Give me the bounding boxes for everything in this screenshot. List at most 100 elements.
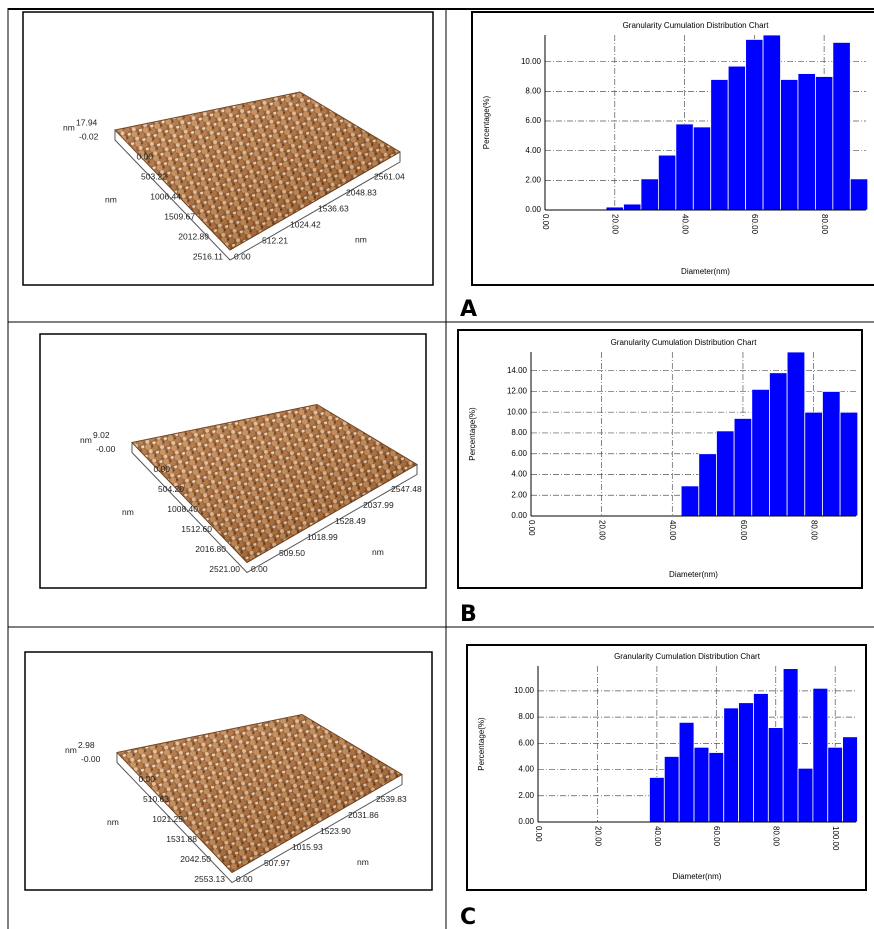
z-unit: nm bbox=[80, 435, 92, 445]
y-tick-label: 6.00 bbox=[525, 116, 541, 125]
bar bbox=[694, 747, 709, 822]
x-tick-label: 100.00 bbox=[831, 826, 840, 851]
y-tick-label: 510.63 bbox=[143, 794, 169, 804]
chart: Granularity Cumulation Distribution Char… bbox=[472, 12, 874, 285]
x-tick-label: 1018.99 bbox=[307, 532, 338, 542]
z-max: 9.02 bbox=[93, 430, 110, 440]
bar bbox=[664, 756, 679, 822]
z-unit: nm bbox=[63, 122, 75, 132]
y-axis-label: Percentage(%) bbox=[482, 95, 491, 149]
bar bbox=[716, 431, 734, 516]
x-unit: nm bbox=[355, 234, 367, 244]
bar bbox=[768, 728, 783, 822]
x-tick-label: 20.00 bbox=[598, 520, 607, 541]
y-tick-label: 1531.88 bbox=[166, 834, 197, 844]
y-tick-label: 504.20 bbox=[158, 484, 184, 494]
x-tick-label: 1015.93 bbox=[292, 842, 323, 852]
y-tick-label: 0.00 bbox=[153, 464, 170, 474]
x-tick-label: 40.00 bbox=[680, 214, 689, 235]
y-tick-label: 6.00 bbox=[518, 738, 534, 747]
y-tick-label: 1008.40 bbox=[167, 504, 198, 514]
x-axis-label: Diameter(nm) bbox=[673, 872, 722, 881]
y-tick-label: 4.00 bbox=[511, 470, 527, 479]
x-tick-label: 1523.90 bbox=[320, 826, 351, 836]
z-max: 17.94 bbox=[76, 117, 98, 127]
x-tick-label: 20.00 bbox=[593, 826, 602, 847]
y-tick-label: 1006.44 bbox=[150, 191, 181, 201]
y-tick-label: 0.00 bbox=[511, 511, 527, 520]
x-tick-label: 60.00 bbox=[739, 520, 748, 541]
z-min: -0.02 bbox=[79, 131, 99, 141]
y-tick-label: 503.22 bbox=[141, 171, 167, 181]
y-tick-label: 12.00 bbox=[507, 387, 528, 396]
y-tick-label: 1512.60 bbox=[181, 524, 212, 534]
y-tick-label: 2012.89 bbox=[178, 231, 209, 241]
y-tick-label: 8.00 bbox=[518, 712, 534, 721]
x-tick-label: 80.00 bbox=[772, 826, 781, 847]
y-tick-label: 1509.67 bbox=[164, 211, 195, 221]
z-max: 2.98 bbox=[78, 740, 95, 750]
x-tick-label: 0.00 bbox=[234, 251, 251, 261]
bar bbox=[649, 777, 664, 822]
chart-title: Granularity Cumulation Distribution Char… bbox=[614, 652, 761, 661]
panel-label: C bbox=[460, 905, 476, 929]
z-min: -0.00 bbox=[96, 444, 116, 454]
chart-title: Granularity Cumulation Distribution Char… bbox=[611, 338, 758, 347]
y-tick-label: 2.00 bbox=[518, 791, 534, 800]
bar bbox=[734, 418, 752, 516]
bar bbox=[783, 669, 798, 822]
figure: ABCnm17.94-0.02nmnm0.00503.221006.441509… bbox=[0, 0, 874, 929]
y-tick-label: 2.00 bbox=[525, 175, 541, 184]
chart-title: Granularity Cumulation Distribution Char… bbox=[623, 21, 770, 30]
x-tick-label: 0.00 bbox=[541, 214, 550, 230]
x-tick-label: 2031.86 bbox=[348, 810, 379, 820]
y-tick-label: 10.00 bbox=[514, 686, 535, 695]
y-tick-label: 0.00 bbox=[525, 205, 541, 214]
x-axis-label: Diameter(nm) bbox=[681, 267, 730, 276]
bar bbox=[781, 79, 798, 210]
chart: Granularity Cumulation Distribution Char… bbox=[467, 645, 866, 890]
y-tick-label: 4.00 bbox=[525, 146, 541, 155]
y-tick-label: 8.00 bbox=[525, 86, 541, 95]
bar bbox=[624, 204, 641, 210]
y-unit: nm bbox=[107, 817, 119, 827]
bar bbox=[787, 352, 805, 516]
bar bbox=[752, 389, 770, 516]
bar bbox=[753, 694, 768, 822]
bar bbox=[641, 179, 658, 210]
bar bbox=[833, 42, 850, 210]
x-unit: nm bbox=[372, 547, 384, 557]
panel-label: B bbox=[460, 602, 477, 627]
y-axis-label: Percentage(%) bbox=[468, 407, 477, 461]
y-tick-label: 8.00 bbox=[511, 428, 527, 437]
x-tick-label: 1024.42 bbox=[290, 219, 321, 229]
x-tick-label: 512.21 bbox=[262, 235, 288, 245]
z-unit: nm bbox=[65, 745, 77, 755]
x-tick-label: 0.00 bbox=[236, 874, 253, 884]
bar bbox=[681, 486, 699, 516]
y-tick-label: 2516.11 bbox=[193, 251, 223, 261]
x-tick-label: 60.00 bbox=[712, 826, 721, 847]
y-tick-label: 10.00 bbox=[521, 57, 542, 66]
bar bbox=[828, 747, 843, 822]
x-tick-label: 60.00 bbox=[750, 214, 759, 235]
z-min: -0.00 bbox=[81, 754, 101, 764]
x-tick-label: 0.00 bbox=[527, 520, 536, 536]
y-tick-label: 6.00 bbox=[511, 449, 527, 458]
x-tick-label: 507.97 bbox=[264, 858, 290, 868]
x-tick-label: 80.00 bbox=[820, 214, 829, 235]
bar bbox=[813, 688, 828, 822]
afm-image: nm2.98-0.00nmnm0.00510.631021.251531.882… bbox=[25, 652, 432, 890]
bar bbox=[739, 703, 754, 822]
y-tick-label: 2521.00 bbox=[209, 564, 240, 574]
y-tick-label: 2042.50 bbox=[180, 854, 211, 864]
x-axis-label: Diameter(nm) bbox=[669, 570, 718, 579]
x-tick-label: 2561.04 bbox=[374, 171, 405, 181]
y-tick-label: 10.00 bbox=[507, 407, 528, 416]
bar bbox=[709, 753, 724, 822]
chart: Granularity Cumulation Distribution Char… bbox=[458, 330, 862, 588]
x-tick-label: 2539.83 bbox=[376, 794, 407, 804]
y-unit: nm bbox=[105, 194, 117, 204]
